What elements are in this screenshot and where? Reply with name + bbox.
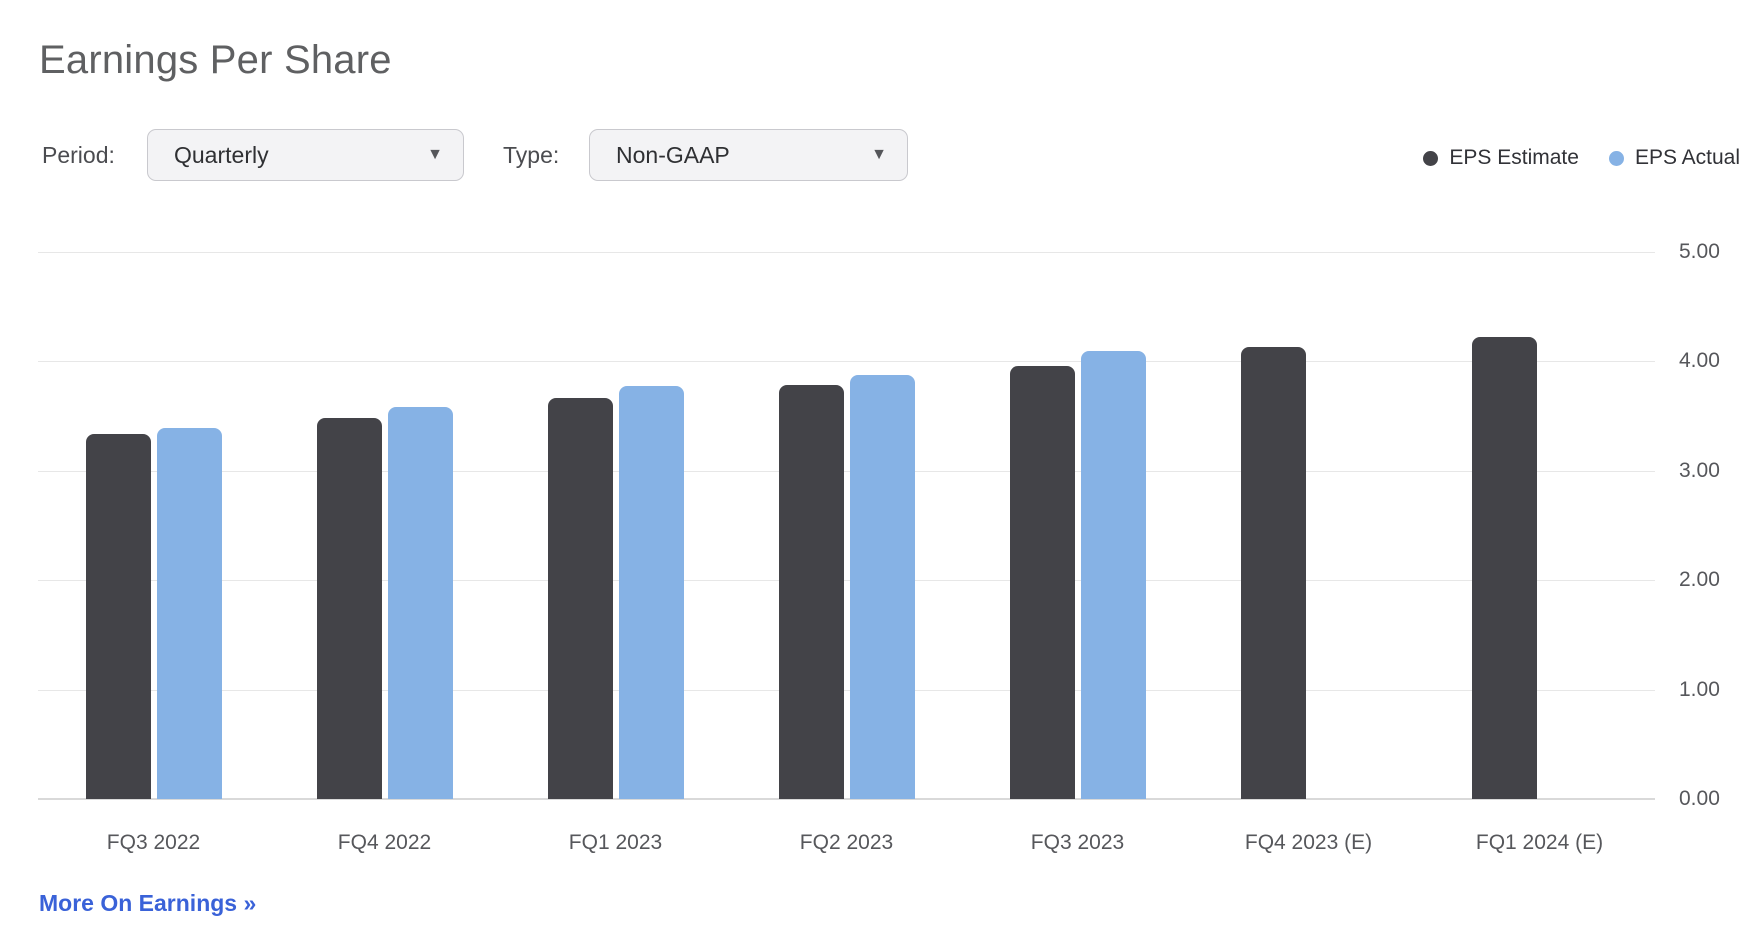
- type-dropdown[interactable]: Non-GAAP ▼: [589, 129, 908, 181]
- x-axis-category-label: FQ1 2024 (E): [1475, 831, 1604, 854]
- legend-label: EPS Estimate: [1449, 146, 1579, 169]
- x-axis-category-label: FQ2 2023: [799, 831, 894, 854]
- eps-actual-bar-fq1-2023[interactable]: [618, 386, 684, 799]
- gridline: [38, 689, 1655, 691]
- gridline: [38, 361, 1655, 362]
- chart-legend: EPS Estimate EPS Actual: [1423, 146, 1740, 170]
- chevron-down-icon: ▼: [871, 146, 887, 163]
- legend-label: EPS Actual: [1634, 146, 1740, 169]
- type-label: Type:: [503, 142, 560, 168]
- eps-estimate-bar-fq2-2023[interactable]: [778, 385, 844, 799]
- eps-actual-dot-icon: [1608, 150, 1624, 166]
- y-axis-tick-label: 3.00: [1679, 458, 1720, 482]
- eps-actual-bar-fq2-2023[interactable]: [849, 375, 915, 799]
- eps-actual-bar-fq3-2023[interactable]: [1080, 351, 1146, 799]
- eps-estimate-dot-icon: [1423, 150, 1439, 166]
- x-axis-category-label: FQ4 2022: [337, 831, 432, 854]
- eps-estimate-bar-fq1-2023[interactable]: [547, 398, 613, 799]
- page-title: Earnings Per Share: [39, 38, 392, 82]
- x-axis-category-label: FQ3 2023: [1030, 831, 1125, 854]
- eps-estimate-bar-fq3-2022[interactable]: [85, 434, 151, 799]
- eps-estimate-bar-fq1-2024-e-[interactable]: [1471, 336, 1537, 799]
- y-axis-tick-label: 5.00: [1679, 239, 1720, 263]
- eps-actual-bar-fq4-2022[interactable]: [387, 406, 453, 799]
- x-axis-line: [38, 798, 1655, 800]
- eps-actual-bar-fq3-2022[interactable]: [156, 427, 222, 799]
- type-dropdown-value: Non-GAAP: [616, 141, 730, 168]
- period-dropdown[interactable]: Quarterly ▼: [147, 129, 464, 181]
- eps-estimate-bar-fq4-2023-e-[interactable]: [1240, 346, 1306, 799]
- x-axis-category-label: FQ1 2023: [568, 831, 663, 854]
- eps-estimate-bar-fq3-2023[interactable]: [1009, 366, 1075, 799]
- x-axis-category-label: FQ4 2023 (E): [1244, 831, 1373, 854]
- y-axis-tick-label: 4.00: [1679, 349, 1720, 372]
- period-dropdown-value: Quarterly: [174, 141, 269, 168]
- gridline: [38, 580, 1655, 581]
- chevron-down-icon: ▼: [427, 146, 443, 163]
- more-on-earnings-link[interactable]: More On Earnings »: [39, 890, 257, 916]
- gridline: [38, 251, 1655, 253]
- y-axis-tick-label: 0.00: [1679, 787, 1720, 810]
- y-axis-tick-label: 2.00: [1679, 568, 1720, 591]
- eps-estimate-bar-fq4-2022[interactable]: [316, 417, 382, 799]
- legend-item-eps-estimate[interactable]: EPS Estimate: [1423, 146, 1579, 170]
- legend-item-eps-actual[interactable]: EPS Actual: [1608, 146, 1740, 170]
- x-axis-category-label: FQ3 2022: [106, 831, 201, 854]
- gridline: [38, 470, 1655, 472]
- period-label: Period:: [42, 142, 115, 168]
- y-axis-tick-label: 1.00: [1679, 677, 1720, 701]
